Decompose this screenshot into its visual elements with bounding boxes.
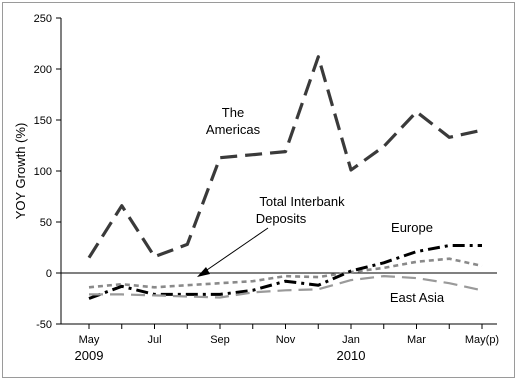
annotation-deposits: Deposits [256, 211, 307, 226]
annotation-the: The [222, 105, 244, 120]
x-tick-label: Sep [210, 334, 230, 346]
annotation-americas: Americas [206, 122, 261, 137]
y-tick-label: 250 [34, 13, 52, 25]
x-tick-label: May [79, 334, 100, 346]
y-tick-label: 0 [46, 268, 52, 280]
annotation-arrow [203, 227, 269, 273]
x-tick-year-label: 2010 [337, 348, 366, 363]
y-tick-label: 200 [34, 64, 52, 76]
annotation-arrowhead [197, 267, 210, 277]
y-tick-label: 100 [34, 166, 52, 178]
y-tick-label: -50 [36, 319, 52, 331]
x-tick-label: Nov [276, 334, 296, 346]
y-tick-label: 50 [40, 217, 52, 229]
x-tick-year-label: 2009 [75, 348, 104, 363]
x-tick-label: Jul [147, 334, 161, 346]
x-tick-label: May(p) [465, 334, 499, 346]
annotation-east-asia: East Asia [390, 290, 445, 305]
x-tick-label: Mar [407, 334, 426, 346]
series-line-the-americas [87, 55, 483, 259]
series-line-total-interbank-deposits [88, 257, 483, 289]
annotation-europe: Europe [391, 220, 433, 235]
y-axis-label: YOY Growth (%) [13, 123, 28, 220]
series-line-east-asia [89, 275, 483, 299]
annotation-total-interbank: Total Interbank [259, 194, 345, 209]
y-tick-label: 150 [34, 115, 52, 127]
chart-frame [2, 2, 515, 378]
x-tick-label: Jan [342, 334, 360, 346]
